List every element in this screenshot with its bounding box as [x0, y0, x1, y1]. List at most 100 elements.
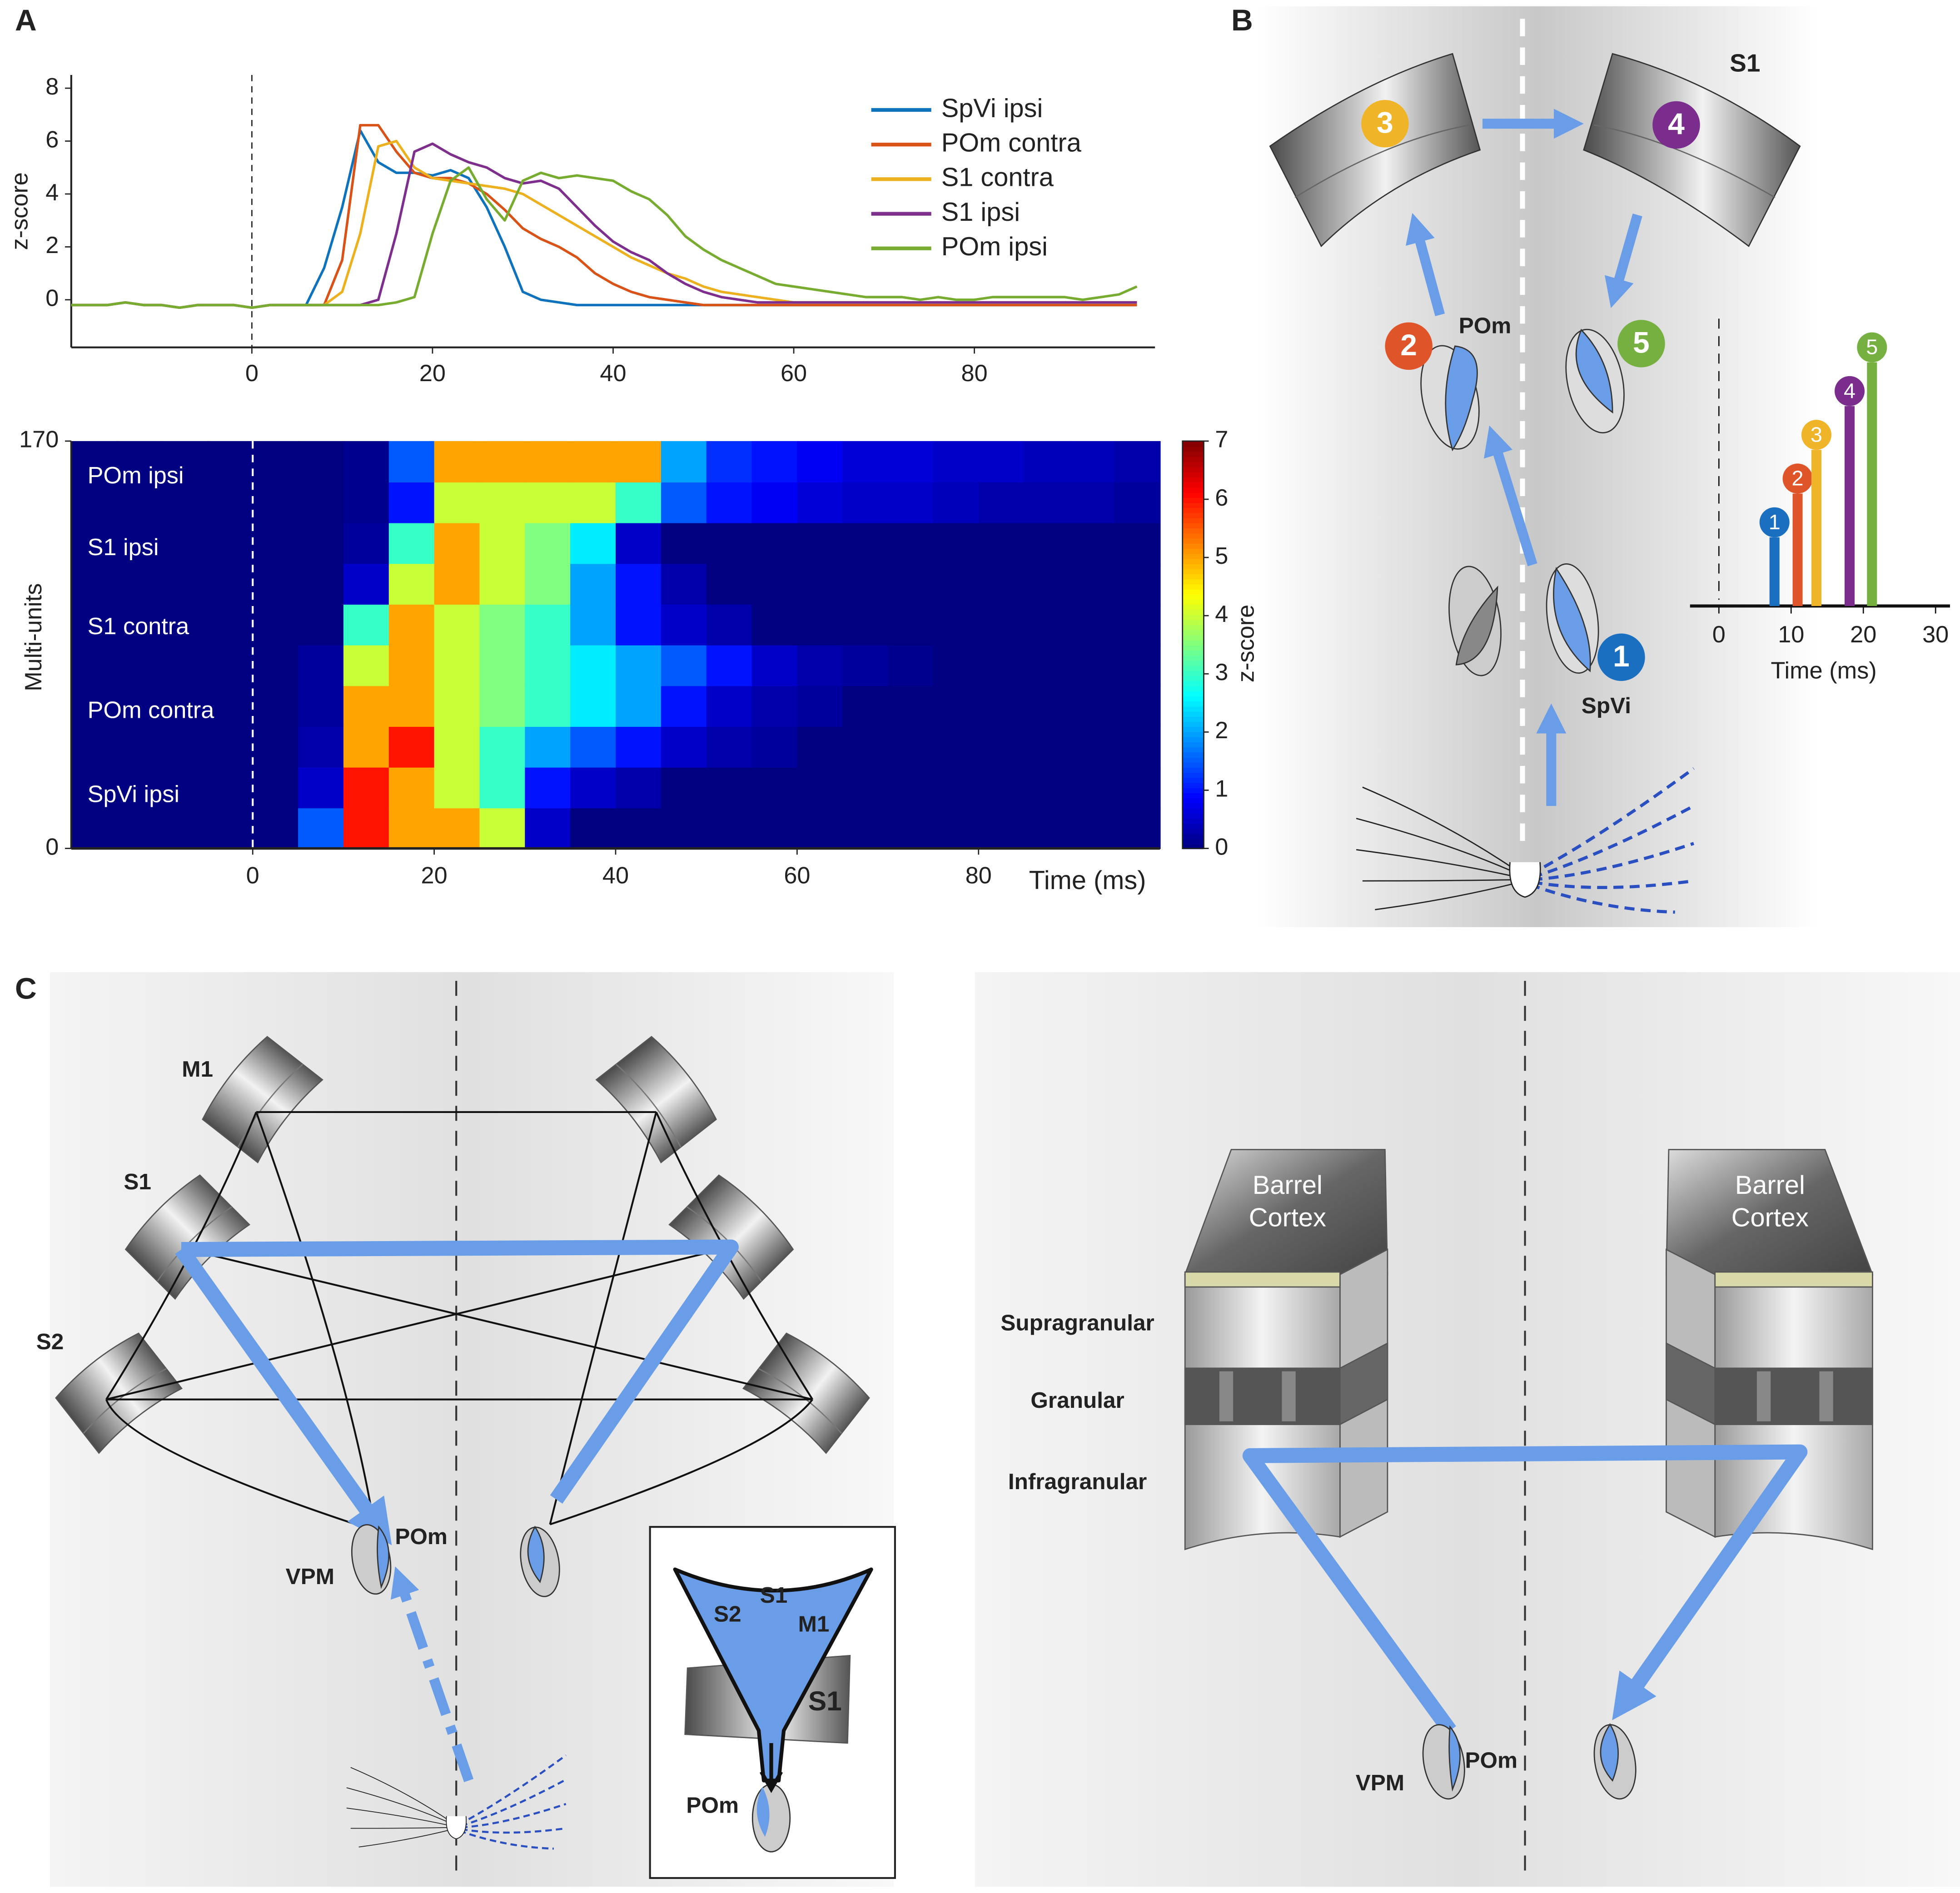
heatmap-cell — [207, 807, 254, 849]
cortex-block — [1184, 1149, 1388, 1550]
heatmap-cell — [570, 604, 617, 646]
heatmap-cell — [1069, 645, 1115, 686]
heatmap-cell — [525, 604, 571, 646]
colorbar-step — [1182, 706, 1204, 712]
timing-marker — [1782, 463, 1813, 494]
heatmap-cell — [388, 726, 435, 768]
heatmap-cell — [706, 482, 752, 523]
layer-line — [1593, 124, 1776, 198]
heatmap-cell — [298, 807, 344, 849]
timing-marker — [1759, 507, 1790, 537]
heatmap-cell — [888, 604, 934, 646]
heatmap-cell — [888, 522, 934, 564]
heatmap-cell — [751, 767, 798, 809]
heatmap-cell — [842, 767, 889, 809]
colorbar-step — [1182, 594, 1204, 600]
step-label: 1 — [1613, 639, 1630, 673]
colorbar-step — [1182, 701, 1204, 707]
pathway — [175, 1239, 739, 1527]
heatmap-cell — [933, 522, 980, 564]
heatmap-cell — [1069, 522, 1115, 564]
heatmap-cell — [525, 441, 571, 482]
heatmap-cell — [479, 807, 526, 849]
colorbar-step — [1182, 813, 1204, 819]
colorbar-step — [1182, 507, 1204, 513]
heatmap-cell — [933, 482, 980, 523]
heatmap-cell — [434, 767, 480, 809]
heatmap-cell — [207, 563, 254, 605]
heatmap-cell — [343, 522, 390, 564]
heatmap-cell — [116, 522, 163, 564]
x-tick-label: 40 — [600, 360, 626, 387]
heatmap-cell — [71, 767, 118, 809]
heatmap-cell — [570, 726, 617, 768]
heatmap-cell — [661, 685, 707, 727]
heatmap-cell — [797, 604, 843, 646]
heatmap-cell — [253, 767, 299, 809]
colorbar-step — [1182, 543, 1204, 549]
heatmap-cell — [343, 604, 390, 646]
region-label: POm contra — [88, 697, 215, 724]
area-label: S2 — [714, 1601, 741, 1626]
heatmap-cell — [888, 563, 934, 605]
heatmap-cell — [978, 645, 1025, 686]
heatmap-cell — [71, 563, 118, 605]
colorbar-step — [1182, 634, 1204, 641]
heatmap-cell — [751, 685, 798, 727]
panel-label: A — [15, 3, 37, 37]
heatmap-cell — [162, 726, 208, 768]
heatmap-cell — [978, 685, 1025, 727]
colorbar-step — [1182, 563, 1204, 569]
x-tick-label: 30 — [1922, 621, 1949, 648]
colorbar-step — [1182, 665, 1204, 671]
heatmap-cell — [570, 685, 617, 727]
heatmap-cell — [298, 563, 344, 605]
colorbar-step — [1182, 532, 1204, 539]
timing-marker — [1801, 420, 1831, 450]
colorbar-step — [1182, 762, 1204, 768]
colorbar-step — [1182, 482, 1204, 488]
heatmap-cell — [661, 645, 707, 686]
heatmap-cell — [751, 441, 798, 482]
heatmap-cell — [479, 604, 526, 646]
colorbar-tick-label: 0 — [1215, 834, 1228, 860]
colorbar-step — [1182, 583, 1204, 590]
heatmap-cell — [616, 441, 662, 482]
colorbar-step — [1182, 456, 1204, 462]
heatmap-cell — [253, 441, 299, 482]
heatmap-cell — [71, 604, 118, 646]
heatmap-cell — [570, 482, 617, 523]
colorbar-step — [1182, 548, 1204, 554]
heatmap-cell — [978, 522, 1025, 564]
heatmap-cell — [888, 441, 934, 482]
heatmap-cell — [434, 563, 480, 605]
layer-line — [1294, 124, 1470, 198]
heatmap-cell — [388, 604, 435, 646]
heatmap-cell — [978, 604, 1025, 646]
layer-label: Granular — [1030, 1388, 1124, 1413]
cortex-label: Barrel — [1253, 1171, 1323, 1200]
heatmap-cell — [298, 482, 344, 523]
heatmap-cell — [116, 645, 163, 686]
heatmap-cell — [479, 522, 526, 564]
colorbar-step — [1182, 599, 1204, 605]
heatmap-cell — [888, 726, 934, 768]
timing-label: 5 — [1866, 335, 1878, 359]
x-tick-label: 80 — [965, 863, 992, 889]
colorbar-step — [1182, 807, 1204, 814]
step-marker — [1361, 100, 1409, 148]
heatmap-cell — [298, 441, 344, 482]
area-label: M1 — [798, 1611, 830, 1636]
heatmap-cell — [616, 767, 662, 809]
heatmap-cell — [570, 563, 617, 605]
heatmap-cell — [1069, 441, 1115, 482]
heatmap-cell — [253, 645, 299, 686]
heatmap-cell — [978, 482, 1025, 523]
colorbar-step — [1182, 660, 1204, 666]
y-tick-label: 0 — [45, 834, 59, 860]
heatmap-cell — [298, 604, 344, 646]
heatmap-cell — [1114, 685, 1161, 727]
heatmap-cell — [162, 807, 208, 849]
heatmap-cell — [1114, 482, 1161, 523]
